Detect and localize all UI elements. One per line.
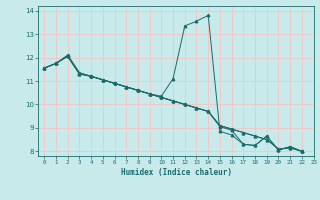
X-axis label: Humidex (Indice chaleur): Humidex (Indice chaleur) xyxy=(121,168,231,177)
